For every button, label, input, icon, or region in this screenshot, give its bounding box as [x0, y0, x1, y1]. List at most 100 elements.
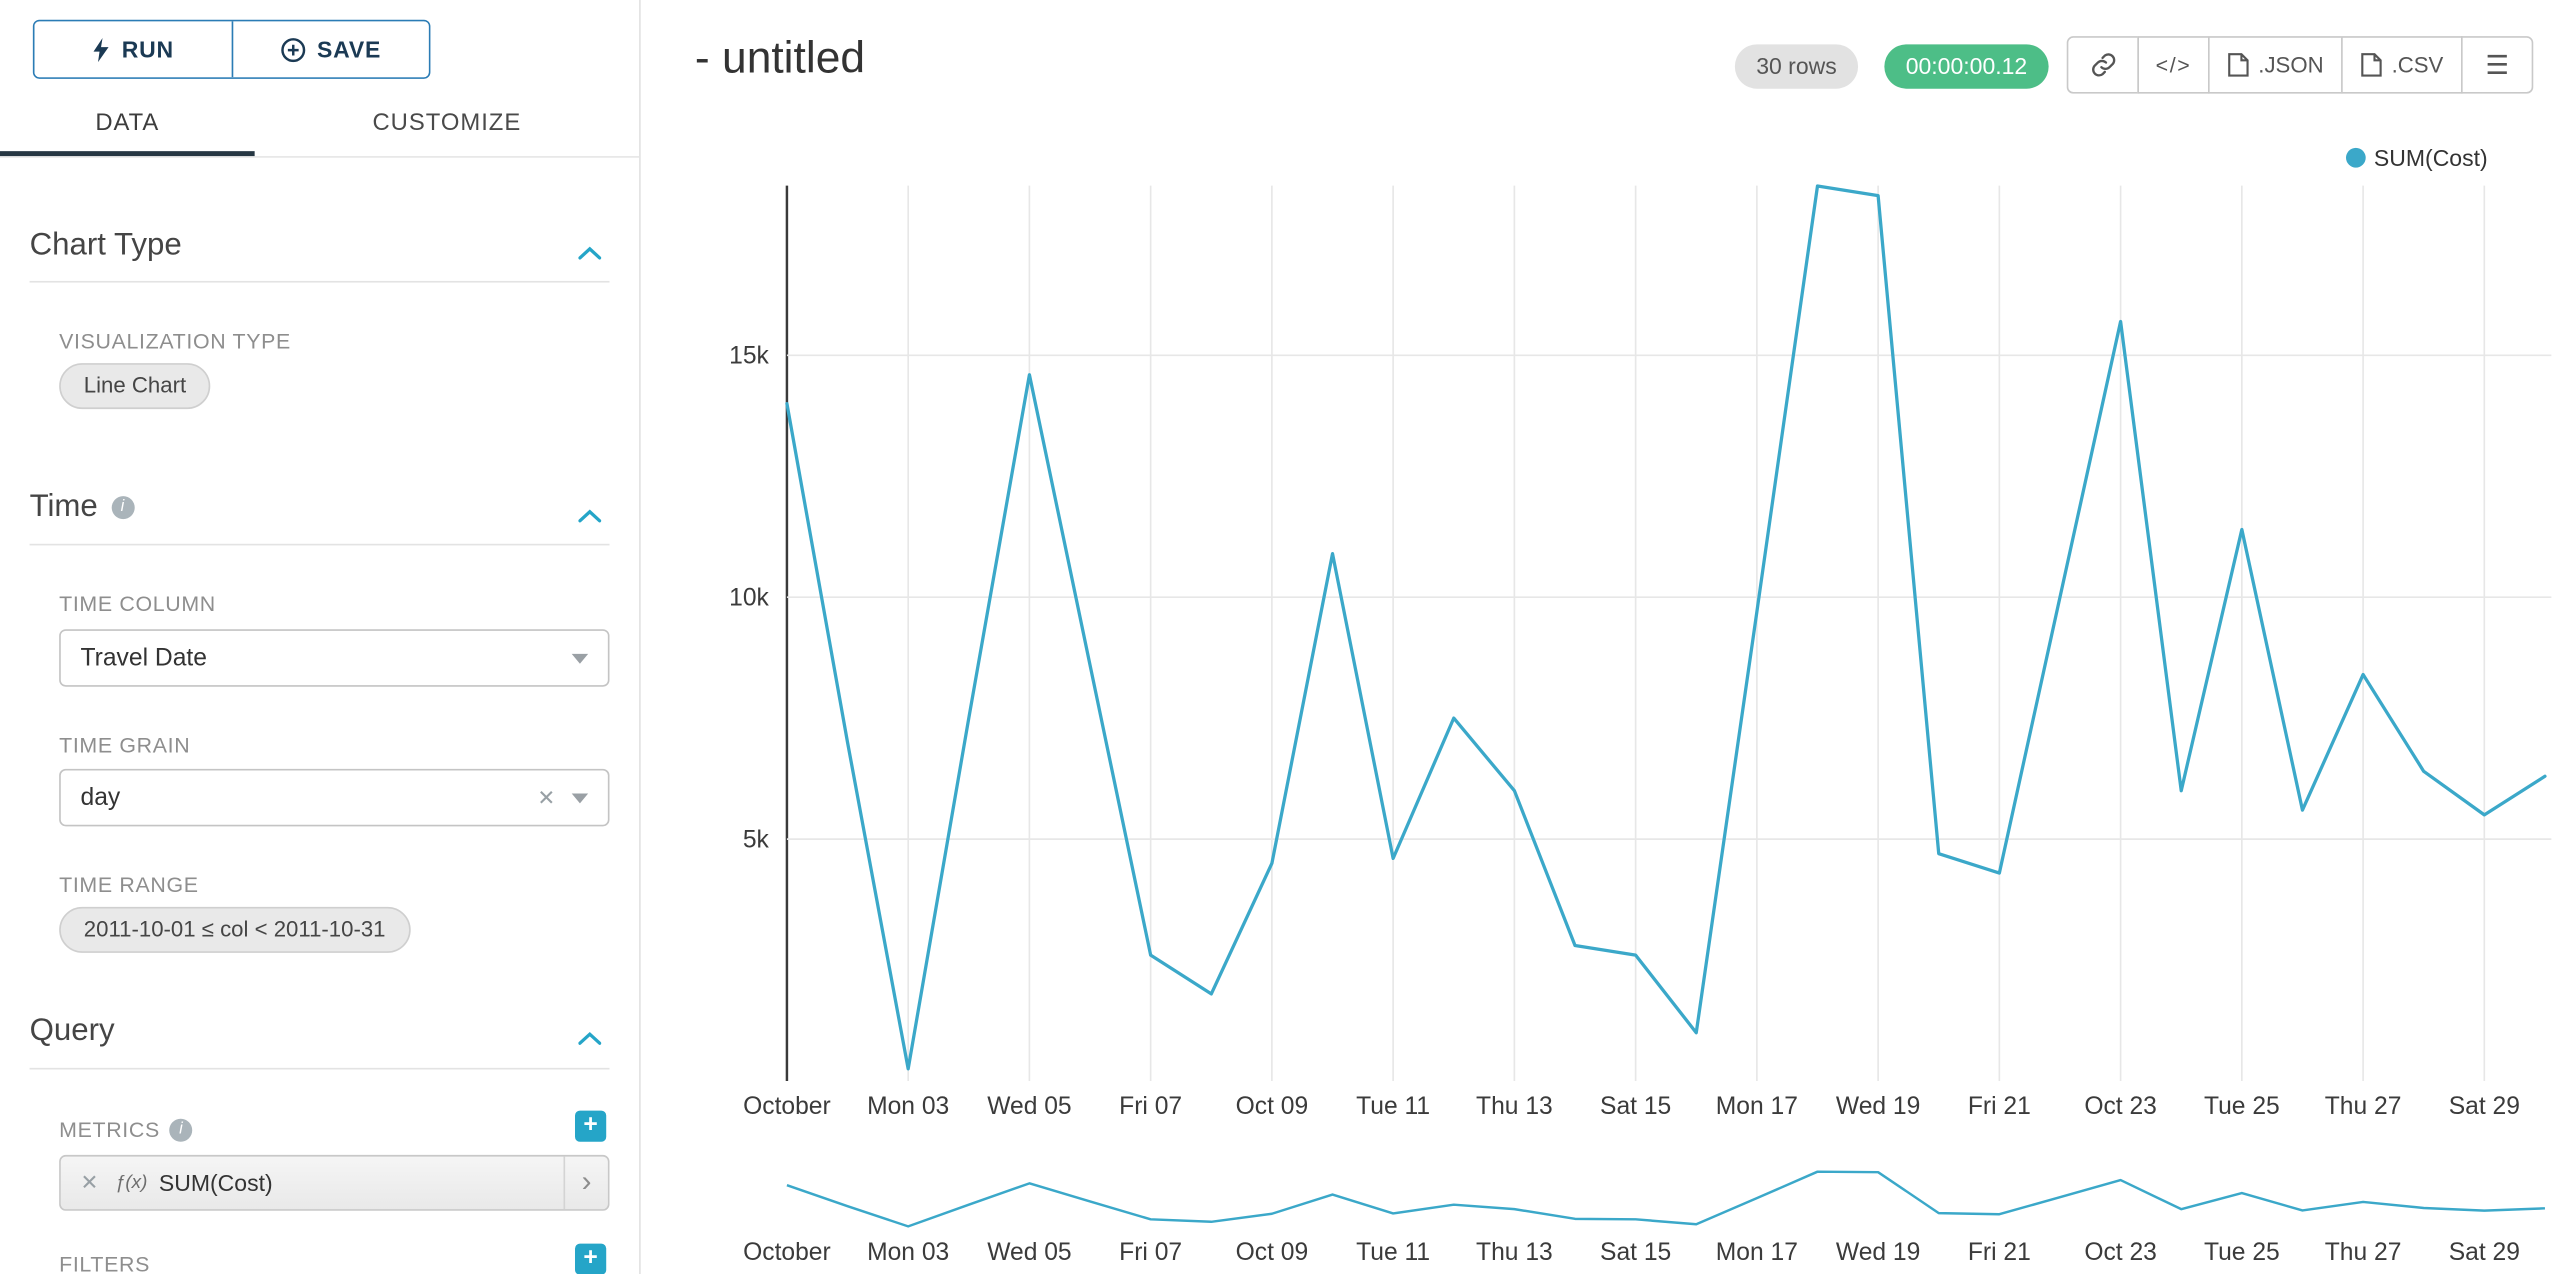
- svg-text:Tue 25: Tue 25: [2204, 1239, 2280, 1266]
- time-section-header[interactable]: Time i: [30, 490, 134, 526]
- svg-text:Wed 19: Wed 19: [1836, 1093, 1920, 1120]
- svg-text:Tue 25: Tue 25: [2204, 1093, 2280, 1120]
- svg-text:Oct 23: Oct 23: [2084, 1239, 2157, 1266]
- chevron-up-icon[interactable]: [578, 240, 602, 270]
- info-icon: i: [169, 1117, 193, 1141]
- svg-text:Thu 27: Thu 27: [2325, 1093, 2402, 1120]
- svg-text:5k: 5k: [743, 826, 770, 853]
- svg-text:Fri 21: Fri 21: [1968, 1239, 2031, 1266]
- plus-circle-icon: [281, 37, 306, 62]
- view-query-button[interactable]: </>: [2137, 36, 2210, 94]
- legend-series-dot: [2345, 147, 2366, 168]
- svg-text:Wed 05: Wed 05: [987, 1239, 1071, 1266]
- hamburger-menu-icon: ☰: [2485, 51, 2509, 80]
- svg-text:Wed 19: Wed 19: [1836, 1239, 1920, 1266]
- filters-label: FILTERS: [59, 1251, 150, 1274]
- svg-text:Wed 05: Wed 05: [987, 1093, 1071, 1120]
- info-icon: i: [110, 496, 134, 520]
- save-button[interactable]: SAVE: [231, 21, 429, 78]
- viz-type-value-pill[interactable]: Line Chart: [59, 363, 211, 410]
- svg-text:10k: 10k: [729, 584, 769, 611]
- export-csv-button[interactable]: .CSV: [2341, 36, 2463, 94]
- time-section-title: Time: [29, 489, 98, 525]
- chart-legend[interactable]: SUM(Cost): [2345, 144, 2488, 171]
- svg-text:Mon 17: Mon 17: [1716, 1239, 1798, 1266]
- add-metric-button[interactable]: +: [574, 1110, 607, 1142]
- svg-text:Oct 23: Oct 23: [2084, 1093, 2157, 1120]
- run-button-label: RUN: [121, 36, 175, 63]
- function-icon: ƒ(x): [114, 1172, 148, 1193]
- chevron-up-icon[interactable]: [578, 503, 602, 533]
- section-divider: [29, 1067, 610, 1070]
- save-button-label: SAVE: [316, 36, 382, 63]
- visualization-type-label: VISUALIZATION TYPE: [59, 328, 291, 354]
- section-divider: [29, 543, 610, 546]
- tab-customize[interactable]: CUSTOMIZE: [372, 110, 522, 137]
- svg-text:Mon 03: Mon 03: [867, 1093, 949, 1120]
- svg-text:Sat 29: Sat 29: [2449, 1239, 2520, 1266]
- json-label: .JSON: [2258, 52, 2324, 78]
- svg-text:Oct 09: Oct 09: [1236, 1239, 1309, 1266]
- section-divider: [29, 280, 610, 283]
- time-column-value: Travel Date: [80, 643, 207, 672]
- time-range-value-pill[interactable]: 2011-10-01 ≤ col < 2011-10-31: [59, 906, 411, 953]
- svg-text:Mon 03: Mon 03: [867, 1239, 949, 1266]
- panel-tabs: DATA CUSTOMIZE: [0, 92, 640, 158]
- time-grain-label: TIME GRAIN: [59, 732, 191, 758]
- export-button-group: </> .JSON .CSV ☰: [2066, 36, 2534, 94]
- svg-text:October: October: [743, 1093, 831, 1120]
- query-timer-badge: 00:00:00.12: [1884, 44, 2049, 89]
- svg-text:October: October: [743, 1239, 831, 1266]
- svg-text:Thu 13: Thu 13: [1476, 1239, 1553, 1266]
- query-section-title: Query: [29, 1013, 115, 1049]
- caret-down-icon: [571, 653, 589, 663]
- tab-data[interactable]: DATA: [95, 110, 160, 137]
- lightning-icon: [93, 37, 109, 62]
- metric-pill[interactable]: ✕ ƒ(x) SUM(Cost) ›: [59, 1154, 610, 1211]
- caret-down-icon: [571, 792, 589, 803]
- chevron-right-icon[interactable]: ›: [563, 1156, 607, 1210]
- metrics-label: METRICS i: [59, 1117, 193, 1142]
- chart-type-section-header[interactable]: Chart Type: [30, 228, 182, 264]
- chevron-up-icon[interactable]: [578, 1025, 602, 1055]
- run-button[interactable]: RUN: [34, 21, 232, 78]
- run-save-button-group: RUN SAVE: [32, 19, 431, 79]
- time-column-select[interactable]: Travel Date: [59, 629, 610, 687]
- time-grain-value: day: [80, 783, 121, 812]
- code-icon: </>: [2155, 52, 2192, 78]
- active-tab-indicator: [0, 151, 255, 157]
- metric-value: SUM(Cost): [158, 1169, 273, 1196]
- svg-text:Mon 17: Mon 17: [1716, 1093, 1798, 1120]
- share-link-button[interactable]: [2066, 36, 2139, 94]
- svg-text:Tue 11: Tue 11: [1356, 1093, 1430, 1120]
- svg-text:15k: 15k: [729, 343, 769, 370]
- time-grain-select[interactable]: day ✕: [59, 768, 610, 827]
- svg-text:Sat 15: Sat 15: [1600, 1093, 1671, 1120]
- legend-series-label: SUM(Cost): [2373, 144, 2488, 171]
- svg-text:Oct 09: Oct 09: [1236, 1093, 1309, 1120]
- svg-text:Fri 07: Fri 07: [1119, 1093, 1182, 1120]
- remove-metric-icon[interactable]: ✕: [80, 1169, 99, 1195]
- chart-type-section-title: Chart Type: [29, 228, 182, 263]
- clear-icon[interactable]: ✕: [537, 784, 556, 810]
- svg-text:Thu 27: Thu 27: [2325, 1239, 2402, 1266]
- svg-text:Sat 29: Sat 29: [2449, 1093, 2520, 1120]
- svg-text:Thu 13: Thu 13: [1476, 1093, 1553, 1120]
- add-filter-button[interactable]: +: [574, 1243, 607, 1274]
- csv-label: .CSV: [2391, 52, 2444, 78]
- rows-count-badge: 30 rows: [1734, 44, 1859, 89]
- svg-text:Sat 15: Sat 15: [1600, 1239, 1671, 1266]
- control-panel-sidebar: RUN SAVE DATA CUSTOMIZE Chart Type VISUA…: [0, 0, 641, 1274]
- time-range-label: TIME RANGE: [59, 872, 199, 897]
- svg-text:Fri 21: Fri 21: [1968, 1093, 2031, 1120]
- menu-button[interactable]: ☰: [2460, 36, 2534, 94]
- chart-title[interactable]: - untitled: [694, 32, 866, 83]
- file-download-icon: [2227, 53, 2248, 77]
- query-section-header[interactable]: Query: [30, 1014, 115, 1050]
- svg-text:Tue 11: Tue 11: [1356, 1239, 1430, 1266]
- time-column-label: TIME COLUMN: [59, 591, 216, 617]
- svg-text:Fri 07: Fri 07: [1119, 1239, 1182, 1266]
- link-icon: [2091, 53, 2115, 77]
